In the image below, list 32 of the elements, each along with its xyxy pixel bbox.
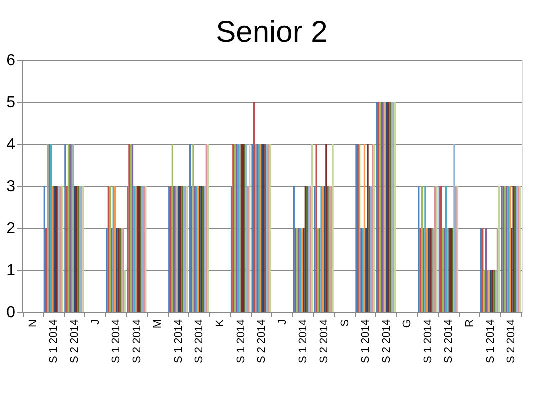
x-tick-label: S 1 2014 — [235, 320, 248, 364]
x-tick-label: S 1 2014 — [110, 320, 123, 364]
y-tick-label: 2 — [6, 220, 16, 238]
x-tick-label: N — [27, 319, 40, 328]
x-tick-label: S 2 2014 — [68, 320, 81, 364]
x-tick-label: S 2 2014 — [506, 320, 518, 364]
x-tick-label: S 2 2014 — [318, 320, 330, 364]
y-tick-label: 3 — [6, 178, 16, 196]
x-tick-label: S 1 2014 — [48, 320, 60, 364]
chart-title: Senior 2 — [216, 16, 328, 49]
y-tick-label: 0 — [6, 304, 16, 322]
y-tick-label: 6 — [6, 52, 16, 70]
x-tick-label: J — [90, 320, 102, 325]
x-tick-label: S 2 2014 — [443, 320, 456, 364]
y-tick-label: 4 — [6, 136, 16, 154]
x-tick-label: S 2 2014 — [194, 320, 206, 364]
y-tick-label: 1 — [6, 262, 16, 280]
x-tick-label: S 1 2014 — [298, 320, 310, 364]
x-tick-label: S 2 2014 — [380, 320, 393, 364]
x-tick-label: R — [464, 319, 476, 328]
x-tick-label: S 1 2014 — [484, 320, 497, 364]
x-tick-label: S 1 2014 — [172, 320, 185, 364]
x-tick-label: G — [402, 320, 414, 328]
x-tick-label: S — [339, 320, 352, 327]
y-tick-label: 5 — [6, 94, 16, 112]
x-tick-label: S 1 2014 — [422, 320, 434, 364]
x-tick-label: S 2 2014 — [131, 320, 144, 364]
x-tick-label: S 2 2014 — [256, 320, 268, 364]
x-tick-label: K — [214, 318, 227, 327]
x-tick-label: M — [152, 320, 164, 329]
x-tick-label: J — [276, 320, 289, 325]
x-tick-label: S 1 2014 — [360, 320, 372, 364]
